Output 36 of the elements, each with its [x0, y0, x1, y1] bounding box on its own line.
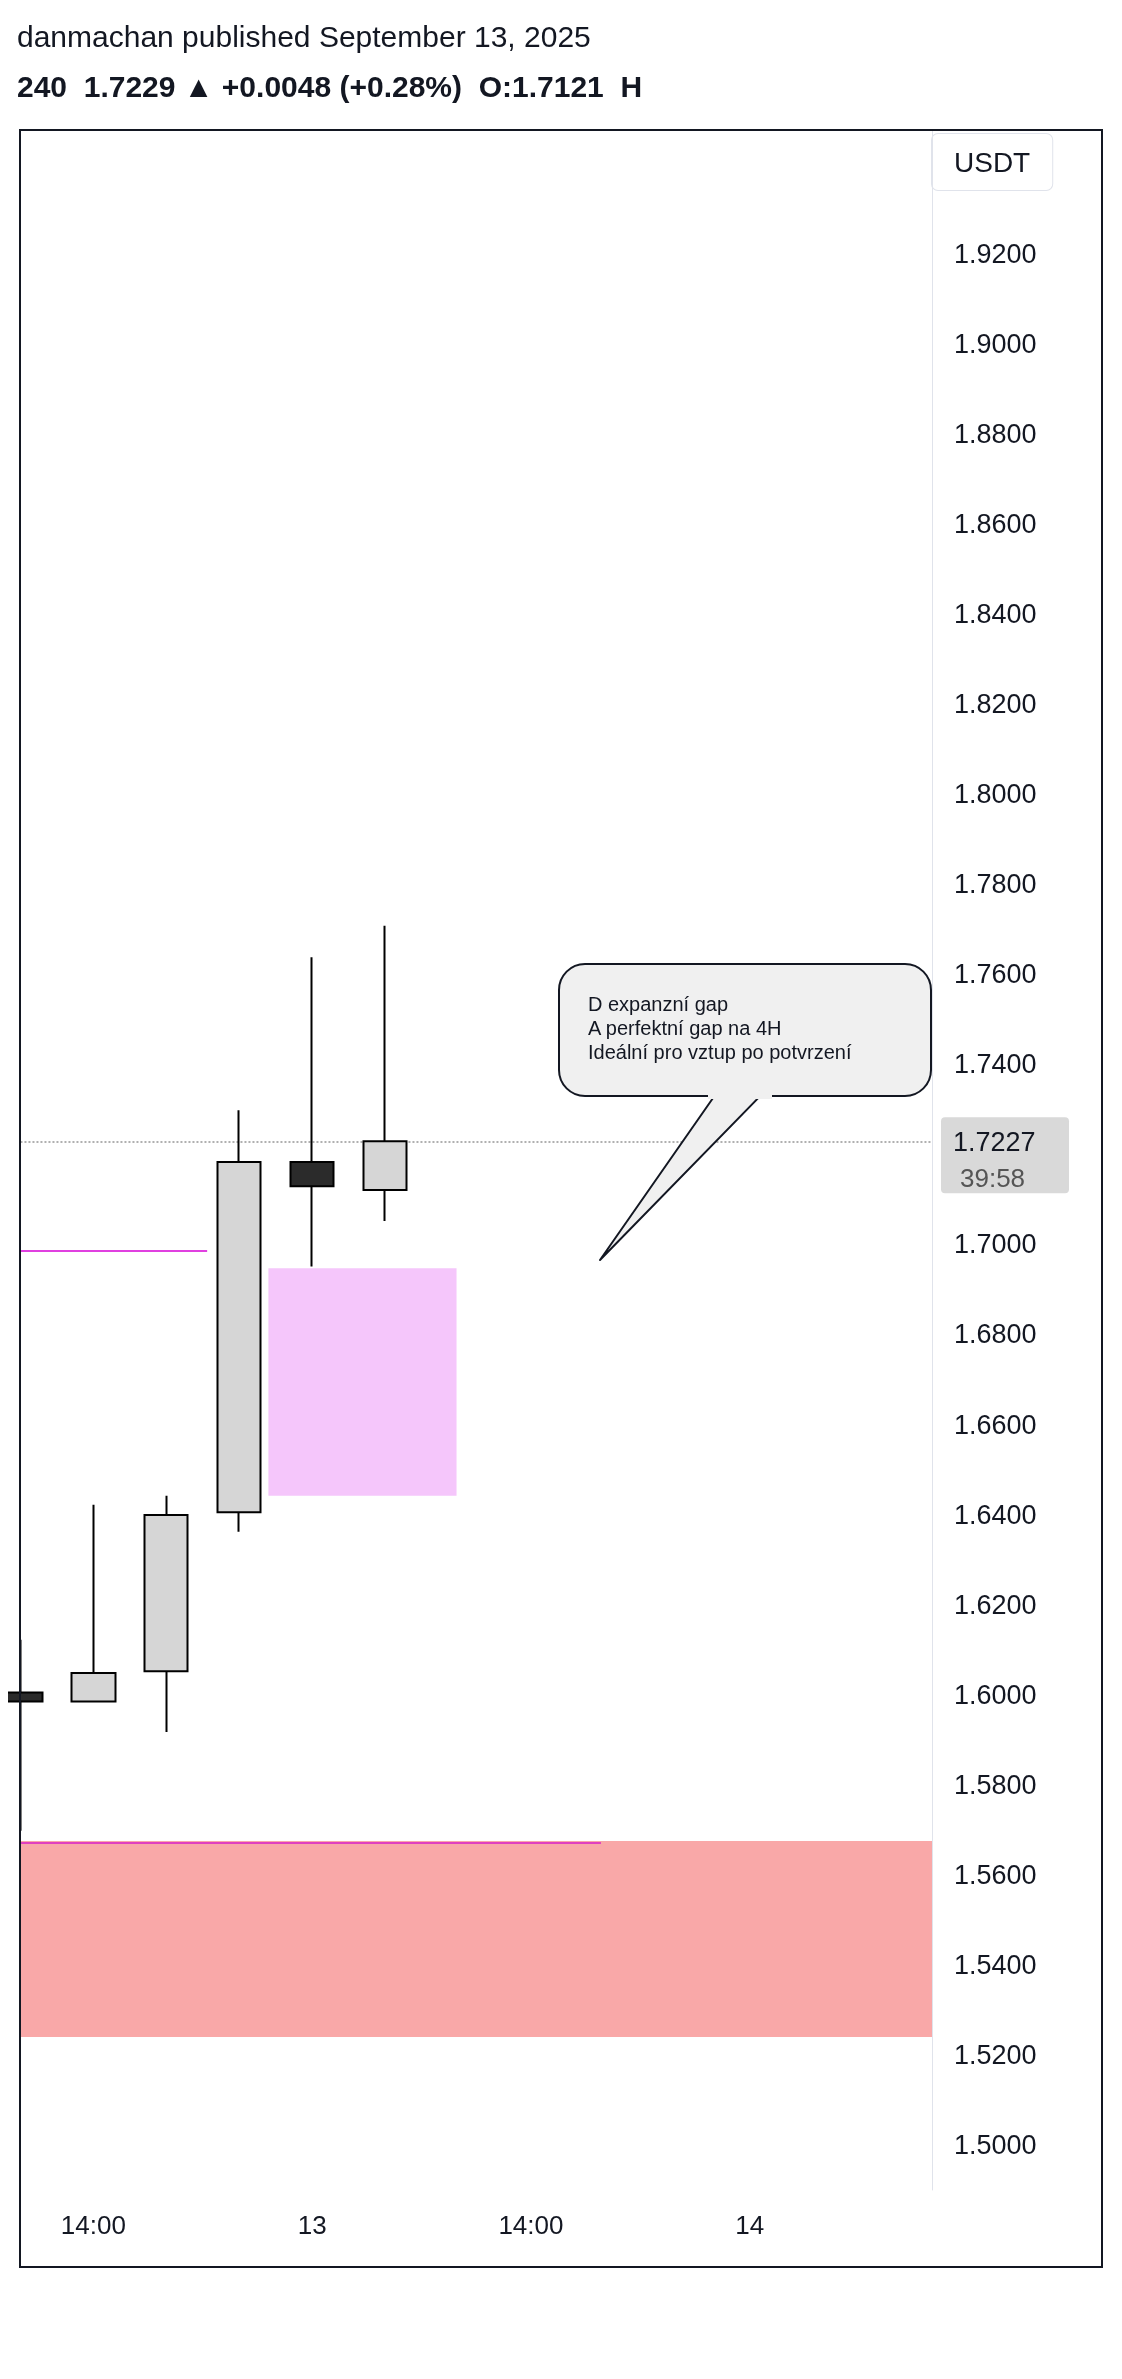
y-tick-label: 1.6000 [954, 1679, 1037, 1710]
ref-line-label: 1.7227 [953, 1127, 1036, 1158]
y-tick-label: 1.8000 [954, 779, 1037, 810]
y-axis-title: USDT [954, 146, 1031, 178]
candlestick [362, 924, 408, 1223]
y-tick-label: 1.9200 [954, 238, 1037, 269]
candlestick [70, 1503, 117, 1703]
annotation: D expanzní gap A perfektní gap na 4H Ideální pro vztup po potvrzení [588, 992, 852, 1064]
text: 39:58 [960, 1163, 1026, 1194]
y-tick-label: 1.8400 [954, 599, 1037, 630]
y-tick-label: 1.7400 [954, 1049, 1037, 1080]
y-tick-label: 1.6400 [954, 1499, 1037, 1530]
y-tick-label: 1.6200 [954, 1589, 1037, 1620]
chart-subtitle: 240 1.7229 ▲ +0.0048 (+0.28%) O:1.7121 H [17, 69, 643, 103]
candlestick [289, 956, 335, 1268]
y-tick-label: 1.5000 [954, 2129, 1037, 2160]
y-tick-label: 1.9000 [954, 328, 1037, 359]
y-tick-label: 1.7000 [954, 1229, 1037, 1260]
x-tick-label: 13 [297, 2210, 327, 2240]
y-tick-label: 1.8600 [954, 508, 1037, 539]
chart-title: danmachan published September 13, 2025 [17, 19, 591, 53]
y-tick-label: 1.7800 [954, 869, 1037, 900]
candlestick [143, 1494, 189, 1734]
y-tick-label: 1.5800 [954, 1769, 1037, 1800]
y-tick-label: 1.6800 [954, 1319, 1037, 1350]
x-tick-label: 14:00 [60, 2210, 126, 2240]
y-tick-label: 1.5600 [954, 1859, 1037, 1890]
y-tick-label: 1.8800 [954, 418, 1037, 449]
y-tick-label: 1.8200 [954, 689, 1037, 720]
y-tick-label: 1.6600 [954, 1409, 1037, 1440]
x-tick-label: 14 [735, 2210, 765, 2240]
candlestick [216, 1109, 262, 1533]
y-tick-label: 1.5400 [954, 1949, 1037, 1980]
y-tick-label: 1.7600 [954, 959, 1037, 990]
x-tick-label: 14:00 [498, 2210, 564, 2240]
y-tick-label: 1.5200 [954, 2039, 1037, 2070]
